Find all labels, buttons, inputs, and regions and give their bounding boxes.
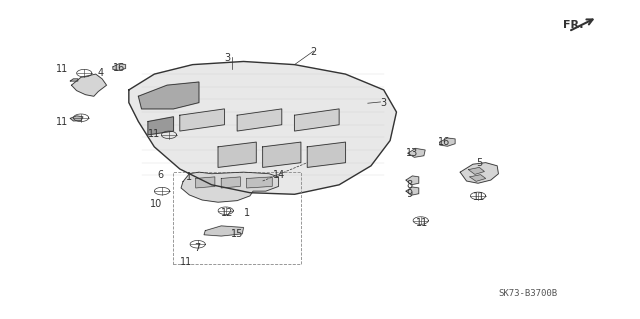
Polygon shape	[294, 109, 339, 131]
Text: FR.: FR.	[563, 20, 584, 30]
Text: 11: 11	[148, 129, 161, 139]
Text: 16: 16	[113, 63, 125, 73]
Text: 11: 11	[56, 116, 68, 127]
Polygon shape	[406, 176, 419, 185]
Text: 11: 11	[416, 218, 428, 228]
Text: 1: 1	[244, 208, 250, 218]
Text: 12: 12	[221, 208, 234, 218]
Polygon shape	[307, 142, 346, 167]
Text: 11: 11	[56, 64, 68, 74]
Polygon shape	[440, 138, 455, 146]
Polygon shape	[204, 226, 244, 236]
Text: 10: 10	[150, 199, 162, 209]
Text: 2: 2	[310, 47, 317, 57]
Text: 14: 14	[273, 170, 285, 180]
Polygon shape	[246, 177, 272, 188]
Polygon shape	[460, 163, 499, 183]
Text: 16: 16	[438, 137, 451, 147]
Text: 3: 3	[225, 53, 230, 63]
Polygon shape	[180, 109, 225, 131]
Polygon shape	[468, 167, 484, 174]
Polygon shape	[196, 177, 215, 188]
Polygon shape	[72, 74, 106, 96]
Text: 9: 9	[406, 189, 412, 199]
Polygon shape	[470, 175, 486, 181]
Polygon shape	[138, 82, 199, 109]
Text: SK73-B3700B: SK73-B3700B	[499, 289, 557, 298]
Polygon shape	[237, 109, 282, 131]
Text: 15: 15	[231, 229, 243, 239]
Text: 5: 5	[476, 158, 483, 168]
Text: 11: 11	[473, 192, 485, 203]
Text: 8: 8	[406, 180, 412, 190]
Text: 6: 6	[157, 170, 164, 180]
Polygon shape	[129, 62, 396, 194]
Text: 13: 13	[406, 148, 419, 158]
Text: 1: 1	[186, 172, 193, 182]
Polygon shape	[181, 172, 278, 202]
Polygon shape	[262, 142, 301, 167]
Polygon shape	[221, 177, 241, 188]
Bar	[173, 172, 301, 264]
Polygon shape	[113, 64, 125, 70]
Text: 3: 3	[381, 98, 387, 108]
Polygon shape	[148, 117, 173, 135]
Polygon shape	[70, 79, 78, 81]
Text: 11: 11	[180, 257, 192, 267]
Polygon shape	[218, 142, 256, 167]
Polygon shape	[406, 187, 419, 195]
Text: 7: 7	[195, 243, 201, 253]
Polygon shape	[408, 148, 425, 157]
Text: 4: 4	[97, 68, 103, 78]
Polygon shape	[70, 116, 83, 121]
